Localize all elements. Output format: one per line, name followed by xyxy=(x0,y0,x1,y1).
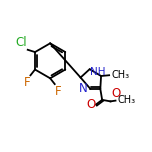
Text: NH: NH xyxy=(90,67,106,77)
Text: CH₃: CH₃ xyxy=(117,95,135,105)
Text: O: O xyxy=(111,87,121,100)
Text: CH₃: CH₃ xyxy=(111,70,130,80)
Text: F: F xyxy=(55,85,62,98)
Text: Cl: Cl xyxy=(16,36,27,49)
Text: F: F xyxy=(23,76,30,89)
Text: O: O xyxy=(86,98,95,111)
Text: N: N xyxy=(79,82,88,95)
